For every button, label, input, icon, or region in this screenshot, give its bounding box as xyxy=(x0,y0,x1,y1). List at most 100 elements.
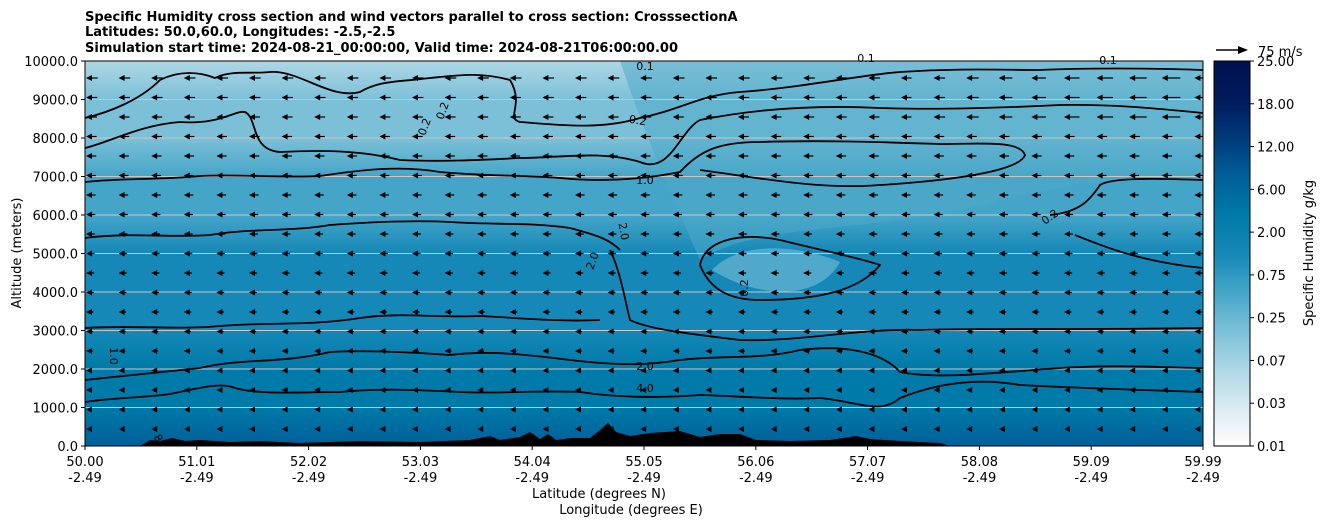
wind-arrow xyxy=(1031,289,1040,296)
wind-arrow xyxy=(966,153,977,159)
wind-arrow xyxy=(346,289,355,296)
wind-arrow xyxy=(444,289,453,296)
wind-arrow xyxy=(314,387,321,393)
wind-arrow xyxy=(933,211,943,218)
wind-arrow xyxy=(640,250,649,257)
wind-arrow xyxy=(412,192,422,198)
wind-arrow xyxy=(640,270,649,276)
wind-arrow xyxy=(281,289,290,296)
wind-arrow xyxy=(835,387,842,393)
wind-arrow xyxy=(1161,75,1181,81)
wind-arrow xyxy=(640,367,647,374)
wind-arrow xyxy=(966,94,979,101)
wind-arrow xyxy=(738,75,750,81)
wind-arrow xyxy=(575,387,581,393)
wind-arrow xyxy=(672,94,685,101)
wind-arrow xyxy=(346,328,354,335)
wind-arrow xyxy=(444,270,453,276)
wind-arrow xyxy=(151,114,163,120)
wind-arrow xyxy=(1129,309,1137,315)
wind-arrow xyxy=(933,75,946,81)
wind-arrow xyxy=(314,211,324,218)
contour-label: 2.0 xyxy=(616,222,632,241)
wind-arrow xyxy=(966,75,979,81)
wind-arrow xyxy=(966,114,979,120)
wind-arrow xyxy=(575,289,583,296)
wind-arrow xyxy=(705,192,715,198)
contour-label: 0.1 xyxy=(857,52,875,65)
wind-arrow xyxy=(966,348,973,354)
wind-arrow xyxy=(379,192,389,198)
y-tick-label: 8000.0 xyxy=(33,132,79,147)
wind-arrow xyxy=(770,387,777,393)
wind-arrow xyxy=(379,114,391,120)
wind-arrow xyxy=(770,231,780,237)
wind-arrow xyxy=(803,172,814,179)
wind-arrow xyxy=(249,406,255,413)
x-tick-label-lon: -2.49 xyxy=(292,471,326,486)
wind-arrow xyxy=(575,231,584,237)
wind-arrow xyxy=(640,172,651,179)
wind-arrow xyxy=(542,114,554,120)
wind-arrow xyxy=(966,250,975,257)
wind-arrow xyxy=(379,387,386,393)
wind-arrow xyxy=(118,75,131,81)
wind-arrow xyxy=(151,192,161,198)
wind-arrow xyxy=(314,348,321,354)
wind-arrow xyxy=(118,367,125,374)
wind-arrow xyxy=(1129,192,1139,198)
wind-arrow xyxy=(249,231,258,237)
wind-arrow xyxy=(509,406,516,413)
x-axis: 50.00-2.4951.01-2.4952.02-2.4953.03-2.49… xyxy=(66,446,1222,486)
wind-arrow xyxy=(607,289,616,296)
wind-arrow xyxy=(933,348,941,354)
wind-arrow xyxy=(998,387,1005,393)
wind-arrow xyxy=(249,367,255,374)
dry-pocket xyxy=(712,248,840,292)
wind-arrow xyxy=(216,133,227,140)
wind-arrow xyxy=(1194,406,1201,413)
x-tick-label-lat: 57.07 xyxy=(849,455,886,470)
wind-arrow xyxy=(249,133,260,140)
colorbar-body xyxy=(1213,60,1251,447)
wind-arrow xyxy=(1064,231,1073,237)
terrain xyxy=(140,423,950,446)
x-tick-label-lon: -2.49 xyxy=(68,471,102,486)
wind-arrow xyxy=(738,289,746,296)
wind-arrow xyxy=(672,250,682,257)
wind-arrow xyxy=(86,250,95,257)
wind-arrow xyxy=(379,426,386,432)
wind-arrow xyxy=(1096,309,1105,315)
wind-arrow xyxy=(705,133,716,140)
wind-arrow xyxy=(183,289,192,296)
wind-arrow xyxy=(803,367,810,374)
wind-arrow xyxy=(1064,406,1070,413)
wind-arrow xyxy=(868,367,875,374)
y-tick-label: 9000.0 xyxy=(33,94,79,109)
wind-arrow xyxy=(346,192,357,198)
wind-arrow xyxy=(672,426,679,432)
wind-arrow xyxy=(575,250,584,257)
wind-arrow xyxy=(281,192,292,198)
wind-arrow xyxy=(640,133,651,140)
wind-arrow xyxy=(314,426,321,432)
wind-arrow xyxy=(542,153,553,159)
wind-arrow xyxy=(835,94,848,101)
wind-arrow xyxy=(183,231,193,237)
wind-arrow xyxy=(1194,348,1202,354)
wind-arrow xyxy=(216,270,225,276)
wind-arrow xyxy=(281,270,290,276)
wind-arrow xyxy=(281,328,289,335)
wind-arrow xyxy=(998,250,1008,257)
wind-arrow xyxy=(216,231,226,237)
wind-arrow xyxy=(183,270,192,276)
wind-arrow xyxy=(183,94,196,101)
wind-arrow xyxy=(412,270,421,276)
wind-arrow xyxy=(607,406,614,413)
y-tick-label: 6000.0 xyxy=(33,209,79,224)
wind-arrow xyxy=(412,406,418,413)
y-tick-label: 3000.0 xyxy=(33,325,79,340)
wind-arrow xyxy=(835,406,842,413)
wind-arrow xyxy=(1161,94,1181,101)
wind-arrow xyxy=(118,133,130,140)
